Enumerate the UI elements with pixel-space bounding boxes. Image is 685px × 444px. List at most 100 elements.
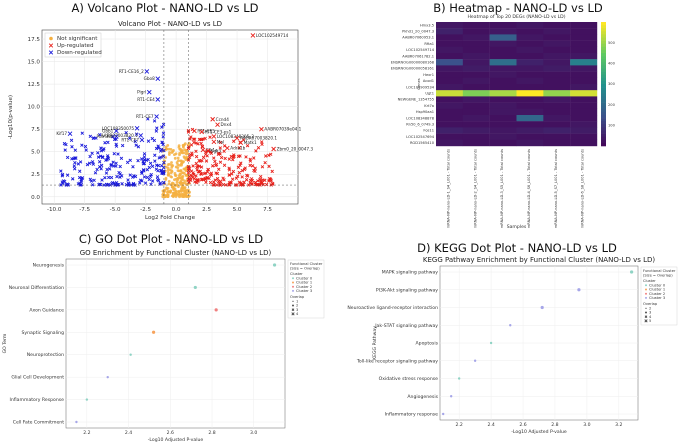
down-point: [92, 178, 96, 183]
down-point: [72, 167, 77, 171]
legend-size-marker: [644, 311, 648, 314]
x-tick-label: 2.2: [456, 422, 463, 428]
gene-point: [210, 116, 215, 122]
down-point: [80, 131, 84, 135]
ns-point: [180, 159, 183, 163]
down-point: [112, 137, 117, 142]
down-point: [85, 162, 90, 167]
down-point: [69, 138, 74, 143]
heatmap-cell: [489, 65, 517, 72]
heatmap-cell: [436, 59, 464, 66]
up-point: [205, 170, 210, 174]
ns-point: [164, 145, 168, 149]
up-point: [218, 179, 223, 184]
legend-title: (Size = Overlap): [643, 274, 673, 278]
ns-point: [177, 190, 180, 193]
up-point: [190, 175, 195, 180]
up-point: [218, 146, 223, 150]
up-point: [202, 171, 206, 176]
y-tick-label: 0.0: [31, 195, 40, 201]
colorbar-segment: [601, 53, 606, 57]
up-point: [192, 176, 197, 181]
colorbar-tick: 300: [608, 82, 616, 86]
heatmap-cell: [543, 46, 571, 54]
legend-label: Cluster 2: [649, 292, 665, 296]
category-label: Inflammatory response: [385, 412, 438, 418]
heatmap-cell: [462, 127, 490, 134]
heatmap-cell: [543, 115, 571, 122]
legend-box: [44, 32, 102, 58]
colorbar-tick: 400: [608, 62, 616, 66]
down-point: [161, 122, 166, 127]
up-point: [231, 157, 235, 162]
down-point: [106, 140, 110, 145]
down-point: [114, 164, 118, 168]
down-point: [153, 153, 157, 157]
legend-label: Cluster 0: [649, 284, 666, 288]
heatmap-cell: [516, 40, 544, 47]
row-label: Rfta1: [424, 42, 434, 46]
down-point: [79, 177, 83, 182]
down-point: [148, 161, 153, 166]
down-point: [146, 139, 151, 143]
heatmap-cell: [570, 90, 598, 97]
up-point: [247, 183, 251, 187]
up-point: [203, 136, 207, 141]
ns-point: [166, 143, 170, 147]
up-point: [259, 140, 264, 144]
gene-label: RT1-CE3-ps1: [205, 129, 232, 134]
column-label: mRNA-NP-nano-LD-1_S4_L001 - Total counts: [446, 149, 450, 228]
ns-point: [167, 179, 171, 183]
down-point: [146, 157, 150, 162]
down-point: [94, 136, 98, 140]
down-point: [142, 152, 147, 156]
up-point: [206, 167, 210, 172]
row-label: Hsp90aa1: [416, 110, 434, 114]
down-point: [70, 177, 75, 181]
down-point: [154, 129, 159, 133]
column-label: mRNA-NP-nano-LD-3_S5_L001 - Total counts: [500, 149, 504, 228]
down-point: [150, 164, 155, 169]
ns-point: [184, 156, 188, 160]
down-point: [131, 165, 135, 169]
down-point: [156, 177, 160, 182]
up-point: [235, 174, 240, 179]
dot: [509, 324, 512, 327]
panel-c-title: C) GO Dot Plot - NANO-LD vs LD: [79, 232, 263, 246]
x-tick-label: -10.0: [47, 207, 62, 213]
down-point: [157, 146, 161, 150]
down-point: [63, 148, 67, 152]
up-point: [208, 135, 212, 139]
legend-size-marker: [291, 312, 295, 316]
colorbar-segment: [601, 59, 606, 63]
heatmap-cell: [516, 65, 544, 72]
heatmap-cell: [489, 96, 517, 103]
down-point: [107, 175, 111, 180]
up-point: [208, 180, 213, 185]
up-point: [213, 178, 217, 182]
colorbar-segment: [601, 28, 606, 32]
legend-size-marker: [644, 315, 648, 319]
x-tick-label: -2.5: [140, 207, 151, 213]
down-point: [139, 157, 144, 161]
x-tick-label: 3.2: [615, 422, 622, 428]
heatmap-cell: [570, 28, 598, 35]
y-tick-label: 2.5: [31, 172, 40, 178]
dot: [272, 263, 277, 267]
column-label: mRNA-NP-nano-LD-4_S6_L001 - Total counts: [527, 149, 531, 228]
heatmap-cell: [436, 53, 464, 60]
x-tick-label: 2.6: [519, 422, 526, 428]
panel-a-title: A) Volcano Plot - NANO-LD vs LD: [72, 1, 259, 15]
up-point: [209, 151, 214, 155]
down-point: [146, 117, 150, 121]
heatmap-cell: [462, 108, 490, 116]
down-point: [100, 155, 105, 159]
dot: [540, 305, 544, 310]
down-point: [105, 154, 110, 158]
down-point: [60, 180, 64, 184]
heatmap-cell: [516, 96, 544, 103]
down-point: [93, 171, 98, 175]
y-tick-label: 5.0: [31, 150, 40, 156]
legend-subheading: Overlap: [643, 302, 658, 306]
dot: [441, 412, 445, 416]
